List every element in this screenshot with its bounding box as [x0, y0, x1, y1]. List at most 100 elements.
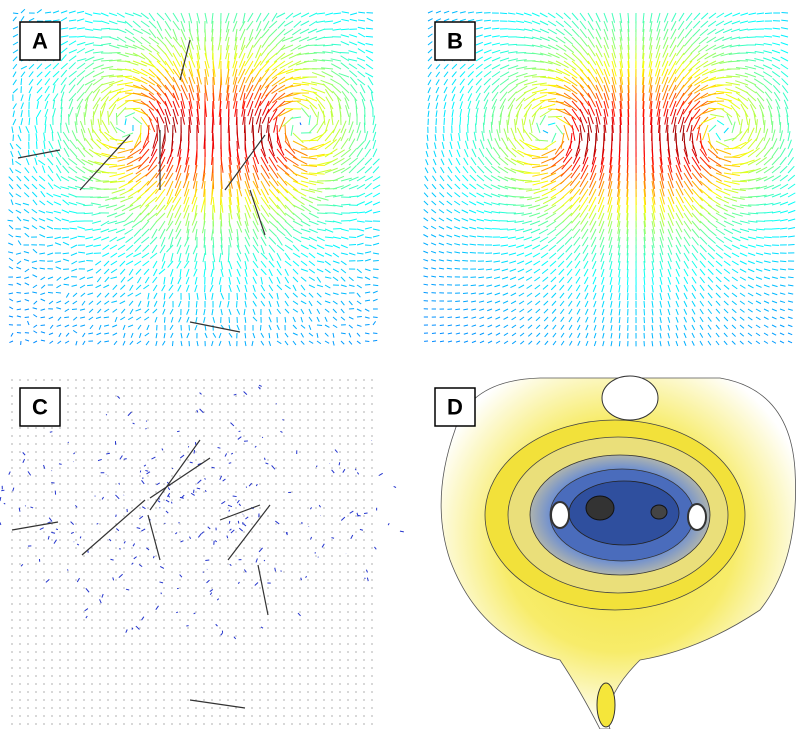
dot: [27, 451, 28, 452]
vector: [788, 293, 793, 294]
dot: [67, 643, 68, 644]
vector: [341, 237, 348, 239]
dot: [83, 515, 84, 516]
vector: [333, 301, 337, 304]
vector: [17, 283, 21, 285]
vector: [716, 221, 726, 227]
vector: [9, 267, 13, 269]
vector: [341, 63, 349, 69]
vector: [432, 176, 436, 181]
vector: [365, 167, 372, 173]
vector: [550, 269, 556, 274]
dot: [115, 683, 116, 684]
vector: [253, 317, 257, 321]
vector: [113, 309, 117, 312]
dot: [187, 395, 188, 396]
dot: [91, 691, 92, 692]
vector: [594, 309, 596, 315]
vector: [701, 13, 708, 19]
vector: [440, 341, 444, 342]
vector: [501, 261, 508, 263]
dot: [195, 603, 196, 604]
dot: [123, 395, 124, 396]
vector: [111, 253, 117, 257]
dot: [171, 667, 172, 668]
dot: [59, 699, 60, 700]
dot: [67, 403, 68, 404]
dot: [107, 499, 108, 500]
dot: [35, 667, 36, 668]
vector: [267, 45, 277, 55]
vector: [9, 192, 13, 197]
vector: [440, 325, 444, 326]
dot: [131, 475, 132, 476]
vector: [708, 309, 712, 314]
dot: [155, 691, 156, 692]
vector: [676, 189, 684, 203]
dot: [43, 579, 44, 580]
vector: [357, 229, 364, 231]
vector: [676, 253, 680, 261]
vector: [476, 27, 483, 29]
dot: [155, 571, 156, 572]
vector: [580, 37, 587, 46]
dot: [139, 643, 140, 644]
vector: [477, 175, 484, 181]
dot: [187, 379, 188, 380]
dot: [115, 603, 116, 604]
vector: [732, 293, 737, 297]
vector: [519, 285, 524, 288]
dot: [99, 683, 100, 684]
vector: [366, 28, 373, 29]
vector: [558, 261, 564, 267]
vector: [436, 72, 440, 77]
dot: [147, 475, 148, 476]
dot: [83, 459, 84, 460]
vector: [662, 69, 668, 84]
dot: [43, 675, 44, 676]
vector: [660, 285, 662, 292]
dot: [83, 483, 84, 484]
dot: [139, 587, 140, 588]
vector: [221, 269, 223, 277]
dot: [107, 491, 108, 492]
dot: [131, 435, 132, 436]
dot: [171, 635, 172, 636]
vector: [619, 309, 620, 315]
vector: [434, 143, 436, 149]
dot: [91, 387, 92, 388]
dot: [131, 523, 132, 524]
dot: [19, 659, 20, 660]
vector: [569, 325, 572, 330]
dot: [131, 651, 132, 652]
vector: [97, 277, 101, 282]
vector: [170, 325, 173, 330]
dot: [203, 491, 204, 492]
vector: [325, 277, 331, 278]
dot: [59, 555, 60, 556]
vector: [451, 134, 452, 141]
vector: [126, 253, 133, 257]
dot: [163, 619, 164, 620]
dot: [99, 451, 100, 452]
vector: [15, 170, 21, 173]
dot: [27, 547, 28, 548]
dot: [27, 515, 28, 516]
vector: [424, 184, 428, 189]
vector: [569, 309, 572, 314]
vector: [516, 21, 524, 23]
vector: [277, 277, 280, 284]
vector: [205, 325, 206, 331]
dot: [99, 579, 100, 580]
vector: [269, 317, 271, 322]
dot: [91, 523, 92, 524]
vector: [462, 244, 468, 245]
vector: [493, 253, 500, 254]
vector: [152, 229, 157, 238]
vector: [123, 341, 125, 345]
dot: [211, 475, 212, 476]
dot: [115, 507, 116, 508]
dot: [43, 483, 44, 484]
dot: [147, 627, 148, 628]
dot: [195, 555, 196, 556]
